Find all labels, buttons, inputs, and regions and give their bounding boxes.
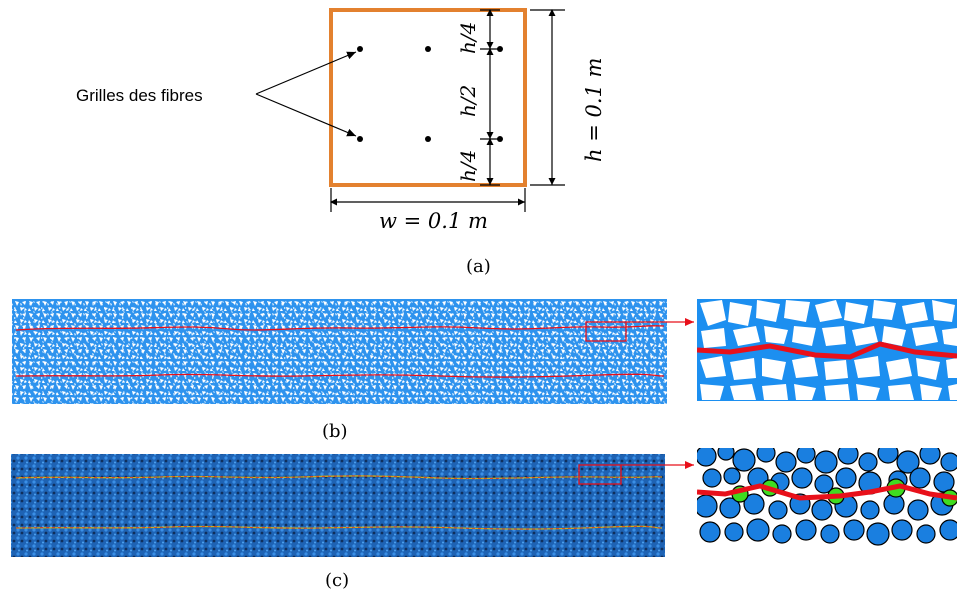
fibre-point (357, 136, 363, 142)
particle-zoom (697, 448, 957, 547)
section-outline (329, 8, 527, 187)
crack-bottom (15, 373, 665, 378)
caption-c: (c) (325, 570, 349, 591)
dim-height-label: h = 0.1 m (582, 58, 606, 162)
width-dimension (330, 188, 526, 212)
pointer-arrow-bottom (255, 93, 357, 137)
mesh-zoom (697, 299, 957, 401)
dim-top-quarter: h/4 (456, 22, 480, 54)
fibre-point (425, 46, 431, 52)
crack-zoom-b (697, 341, 957, 360)
particle-beam (11, 454, 665, 557)
dim-half: h/2 (456, 85, 480, 117)
zoom-box-b (585, 321, 627, 342)
fibre-point (357, 46, 363, 52)
mesh-beam-panel: (b) (12, 299, 957, 442)
height-dimension (530, 9, 565, 186)
fibre-grid-points (357, 46, 503, 142)
zoom-box-c (578, 464, 622, 485)
caption-b: (b) (322, 421, 348, 442)
pointer-arrow-top (255, 51, 357, 95)
inner-dimension (480, 9, 500, 186)
particle-beam-panel: (c) (11, 448, 957, 591)
caption-a: (a) (466, 256, 491, 277)
fibre-point (425, 136, 431, 142)
dim-width-label: w = 0.1 m (379, 209, 488, 233)
dim-bottom-quarter: h/4 (456, 150, 480, 182)
crack-zoom-c (697, 483, 957, 501)
crack-top (15, 325, 665, 331)
cross-section-diagram: Grilles des fibres h/4 h/2 h/4 h = 0.1 m (76, 8, 606, 277)
fibre-grid-label: Grilles des fibres (76, 86, 203, 105)
